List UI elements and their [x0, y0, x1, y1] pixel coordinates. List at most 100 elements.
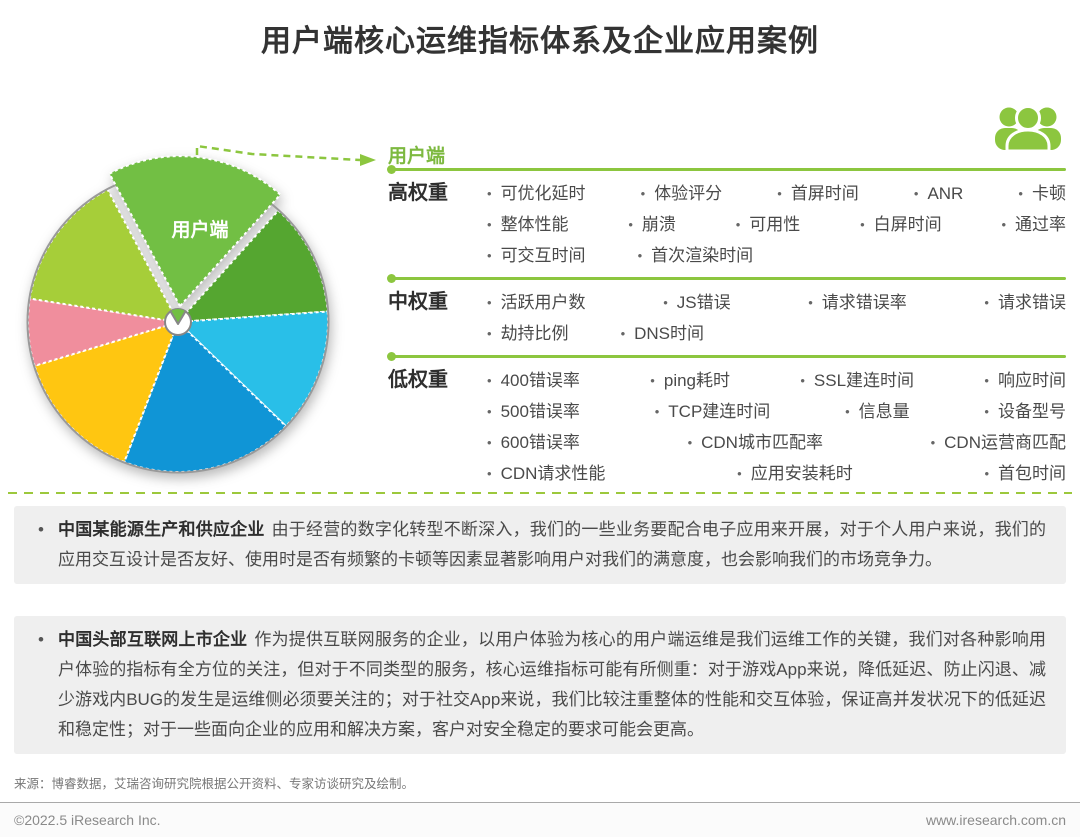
- indicator-row: • 劫持比例 • DNS时间: [487, 318, 1066, 349]
- bullet-icon: •: [640, 186, 646, 201]
- indicator-item: • DNS时间: [621, 318, 704, 349]
- indicator-item: • CDN请求性能: [487, 458, 605, 489]
- indicator-text: JS错误: [676, 293, 731, 312]
- indicator-text: ping耗时: [663, 371, 730, 390]
- indicator-row: • 整体性能 • 崩溃 • 可用性 • 白屏时间 • 通过率: [487, 209, 1066, 240]
- line-dot-icon: [387, 274, 396, 283]
- indicator-text: 设备型号: [997, 402, 1066, 421]
- section-divider-line: [387, 352, 1066, 361]
- bullet-icon: •: [1018, 186, 1023, 201]
- weight-label-1: 中权重: [388, 291, 448, 313]
- pie-slice-用户端: [108, 155, 282, 308]
- indicator-item: • 活跃用户数: [487, 287, 586, 318]
- indicator-row: • 可优化延时 • 体验评分 • 首屏时间 • ANR • 卡顿: [487, 178, 1066, 209]
- indicator-text: CDN运营商匹配: [944, 433, 1066, 452]
- indicator-text: 可优化延时: [500, 184, 586, 203]
- case-text: 由于经营的数字化转型不断深入，我们的一些业务要配合电子应用来开展，对于个人用户来…: [58, 520, 1047, 569]
- indicator-item: • 体验评分: [641, 178, 723, 209]
- indicator-item: • 500错误率: [487, 396, 580, 427]
- bullet-icon: •: [687, 435, 693, 450]
- indicator-text: DNS时间: [634, 324, 705, 343]
- bullet-icon: •: [663, 295, 668, 310]
- bullet-icon: •: [654, 404, 660, 419]
- section-divider-line: [387, 165, 1066, 174]
- indicator-item: • 信息量: [845, 396, 910, 427]
- indicator-panel: 用户端 高权重 • 可优化延时 • 体验评分 • 首屏时间 • ANR • 卡顿 • 整体性能 • 崩溃 • 可…: [387, 141, 1066, 495]
- indicator-row: • 500错误率 • TCP建连时间 • 信息量 • 设备型号: [487, 396, 1066, 427]
- bullet-icon: •: [487, 373, 492, 388]
- bullet-icon: •: [808, 295, 813, 310]
- pie-center-notch: [170, 309, 186, 324]
- bullet-icon: •: [620, 326, 626, 341]
- dashed-divider: [8, 492, 1072, 494]
- case-box-0: • 中国某能源生产和供应企业 由于经营的数字化转型不断深入，我们的一些业务要配合电子…: [14, 506, 1066, 584]
- section-divider-line: [387, 274, 1066, 283]
- bullet-icon: •: [487, 435, 492, 450]
- weight-section: 中权重 • 活跃用户数 • JS错误 • 请求错误率 • 请求错误 • 劫持比例 • DNS时间: [388, 280, 1066, 355]
- indicator-text: 可交互时间: [500, 246, 586, 265]
- bullet-icon: •: [984, 373, 989, 388]
- pie-center-notch-outline: [169, 310, 187, 325]
- indicator-text: 可用性: [749, 215, 801, 234]
- indicator-text: 活跃用户数: [500, 293, 586, 312]
- indicator-item: • CDN城市匹配率: [688, 427, 823, 458]
- indicator-text: SSL建连时间: [813, 371, 915, 390]
- pie-chart: [26, 144, 376, 474]
- bullet-icon: •: [1001, 217, 1006, 232]
- indicator-item: • 崩溃: [628, 209, 676, 240]
- bullet-icon: •: [637, 248, 643, 263]
- line-dot-icon: [387, 165, 396, 174]
- indicator-item: • 可交互时间: [487, 240, 586, 271]
- indicator-item: • TCP建连时间: [655, 396, 771, 427]
- weight-label-0: 高权重: [388, 182, 448, 204]
- bullet-icon: •: [930, 435, 936, 450]
- indicator-item: • 应用安装耗时: [737, 458, 853, 489]
- indicator-text: TCP建连时间: [668, 402, 771, 421]
- indicator-text: 首包时间: [998, 464, 1066, 483]
- indicator-item: • JS错误: [663, 287, 730, 318]
- indicator-text: CDN城市匹配率: [701, 433, 823, 452]
- footer-bar: ©2022.5 iResearch Inc. www.iresearch.com…: [0, 802, 1080, 837]
- bullet-icon: •: [735, 217, 741, 232]
- indicator-text: 响应时间: [997, 371, 1066, 390]
- bullet-icon: •: [984, 295, 989, 310]
- indicator-text: 崩溃: [641, 215, 676, 234]
- indicator-item: • 响应时间: [984, 365, 1066, 396]
- bullet-icon: •: [628, 217, 633, 232]
- indicator-text: 请求错误率: [821, 293, 907, 312]
- indicator-row: • CDN请求性能 • 应用安装耗时 • 首包时间: [487, 458, 1066, 489]
- indicator-item: • 请求错误率: [808, 287, 907, 318]
- indicator-item: • 整体性能: [487, 209, 569, 240]
- indicator-item: • 白屏时间: [860, 209, 942, 240]
- bullet-icon: •: [487, 186, 492, 201]
- bullet-icon: •: [913, 186, 919, 201]
- indicator-text: 体验评分: [654, 184, 723, 203]
- indicator-row: • 可交互时间 • 首次渲染时间: [487, 240, 1066, 271]
- indicator-item: • 设备型号: [984, 396, 1066, 427]
- weight-section: 低权重 • 400错误率 • ping耗时 • SSL建连时间 • 响应时间 • 500错误率 • TC…: [388, 358, 1066, 495]
- case-text: 作为提供互联网服务的企业，以用户体验为核心的用户端运维是我们运维工作的关键，我们…: [58, 630, 1047, 739]
- bullet-icon: •: [650, 373, 655, 388]
- indicator-item: • 请求错误: [984, 287, 1066, 318]
- indicator-row: • 600错误率 • CDN城市匹配率 • CDN运营商匹配: [487, 427, 1066, 458]
- case-lead: 中国某能源生产和供应企业: [58, 520, 265, 539]
- bullet-icon: •: [38, 520, 44, 539]
- bullet-icon: •: [845, 404, 850, 419]
- bullet-icon: •: [860, 217, 865, 232]
- indicator-text: 劫持比例: [500, 324, 569, 343]
- indicator-item: • 卡顿: [1018, 178, 1066, 209]
- source-note: 来源：博睿数据，艾瑞咨询研究院根据公开资料、专家访谈研究及绘制。: [14, 777, 415, 791]
- bullet-icon: •: [984, 404, 989, 419]
- indicator-text: 整体性能: [500, 215, 569, 234]
- indicator-item: • 首屏时间: [777, 178, 859, 209]
- indicator-text: 信息量: [858, 402, 910, 421]
- indicator-item: • 600错误率: [487, 427, 580, 458]
- indicator-row: • 活跃用户数 • JS错误 • 请求错误率 • 请求错误: [487, 287, 1066, 318]
- weight-section: 高权重 • 可优化延时 • 体验评分 • 首屏时间 • ANR • 卡顿 • 整体性能 • 崩溃 • 可用性 • 白…: [388, 171, 1066, 277]
- indicator-item: • 可用性: [736, 209, 801, 240]
- indicator-text: 通过率: [1015, 215, 1066, 234]
- indicator-item: • 400错误率: [487, 365, 580, 396]
- indicator-item: • 劫持比例: [487, 318, 569, 349]
- bullet-icon: •: [487, 295, 492, 310]
- callout-arrow-icon: [195, 144, 376, 166]
